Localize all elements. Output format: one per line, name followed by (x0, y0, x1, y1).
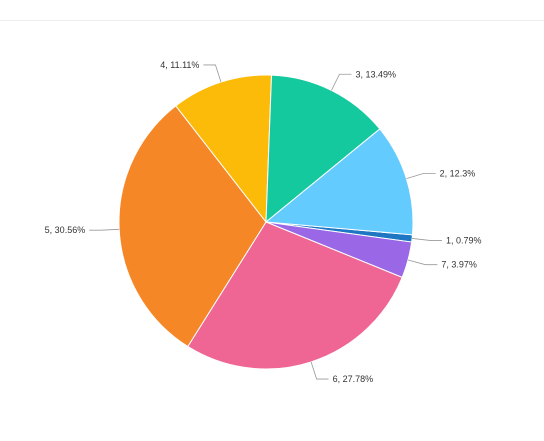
leader-line-2 (406, 172, 436, 180)
leader-line-5 (89, 228, 120, 231)
pie-slice-5[interactable] (118, 105, 267, 348)
leader-line-3 (331, 73, 352, 91)
leader-line-7 (407, 259, 438, 266)
leader-line-1 (412, 238, 442, 241)
leader-line-6 (310, 361, 329, 380)
pie-slice-4[interactable] (175, 74, 273, 224)
data-label-3: 3, 13.49% (355, 69, 396, 79)
data-label-4: 4, 11.11% (160, 60, 199, 70)
pie-slice-3[interactable] (265, 74, 381, 224)
top-divider (0, 20, 544, 21)
leader-line-4 (203, 64, 222, 83)
data-label-6: 6, 27.78% (333, 374, 374, 384)
data-label-5: 5, 30.56% (45, 225, 86, 235)
data-label-7: 7, 3.97% (441, 260, 477, 270)
data-label-2: 2, 12.3% (440, 168, 476, 178)
data-label-1: 1, 0.79% (446, 235, 482, 245)
